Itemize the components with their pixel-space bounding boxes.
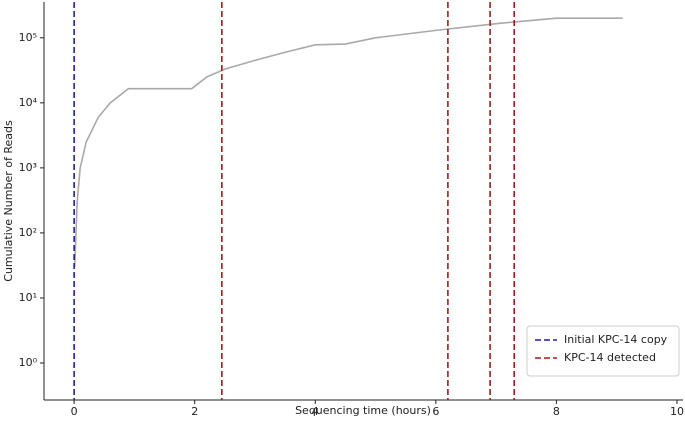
x-tick-label: 8 bbox=[553, 405, 560, 418]
x-axis-label: Sequencing time (hours) bbox=[295, 404, 431, 417]
y-tick-label: 10⁰ bbox=[19, 356, 38, 369]
legend-label: Initial KPC-14 copy bbox=[564, 333, 668, 346]
y-tick-label: 10¹ bbox=[19, 291, 37, 304]
y-tick-label: 10² bbox=[19, 226, 37, 239]
y-tick-label: 10³ bbox=[19, 161, 37, 174]
y-tick-label: 10⁴ bbox=[19, 96, 38, 109]
line bbox=[73, 17, 623, 267]
y-tick-label: 10⁵ bbox=[19, 31, 37, 44]
y-axis-label: Cumulative Number of Reads bbox=[2, 120, 15, 282]
x-tick-label: 10 bbox=[670, 405, 684, 418]
legend-label: KPC-14 detected bbox=[564, 351, 656, 364]
legend-box bbox=[526, 325, 680, 377]
x-tick-label: 6 bbox=[432, 405, 439, 418]
x-tick-label: 0 bbox=[71, 405, 78, 418]
x-tick-label: 2 bbox=[191, 405, 198, 418]
x-tick-label: 4 bbox=[312, 405, 319, 418]
